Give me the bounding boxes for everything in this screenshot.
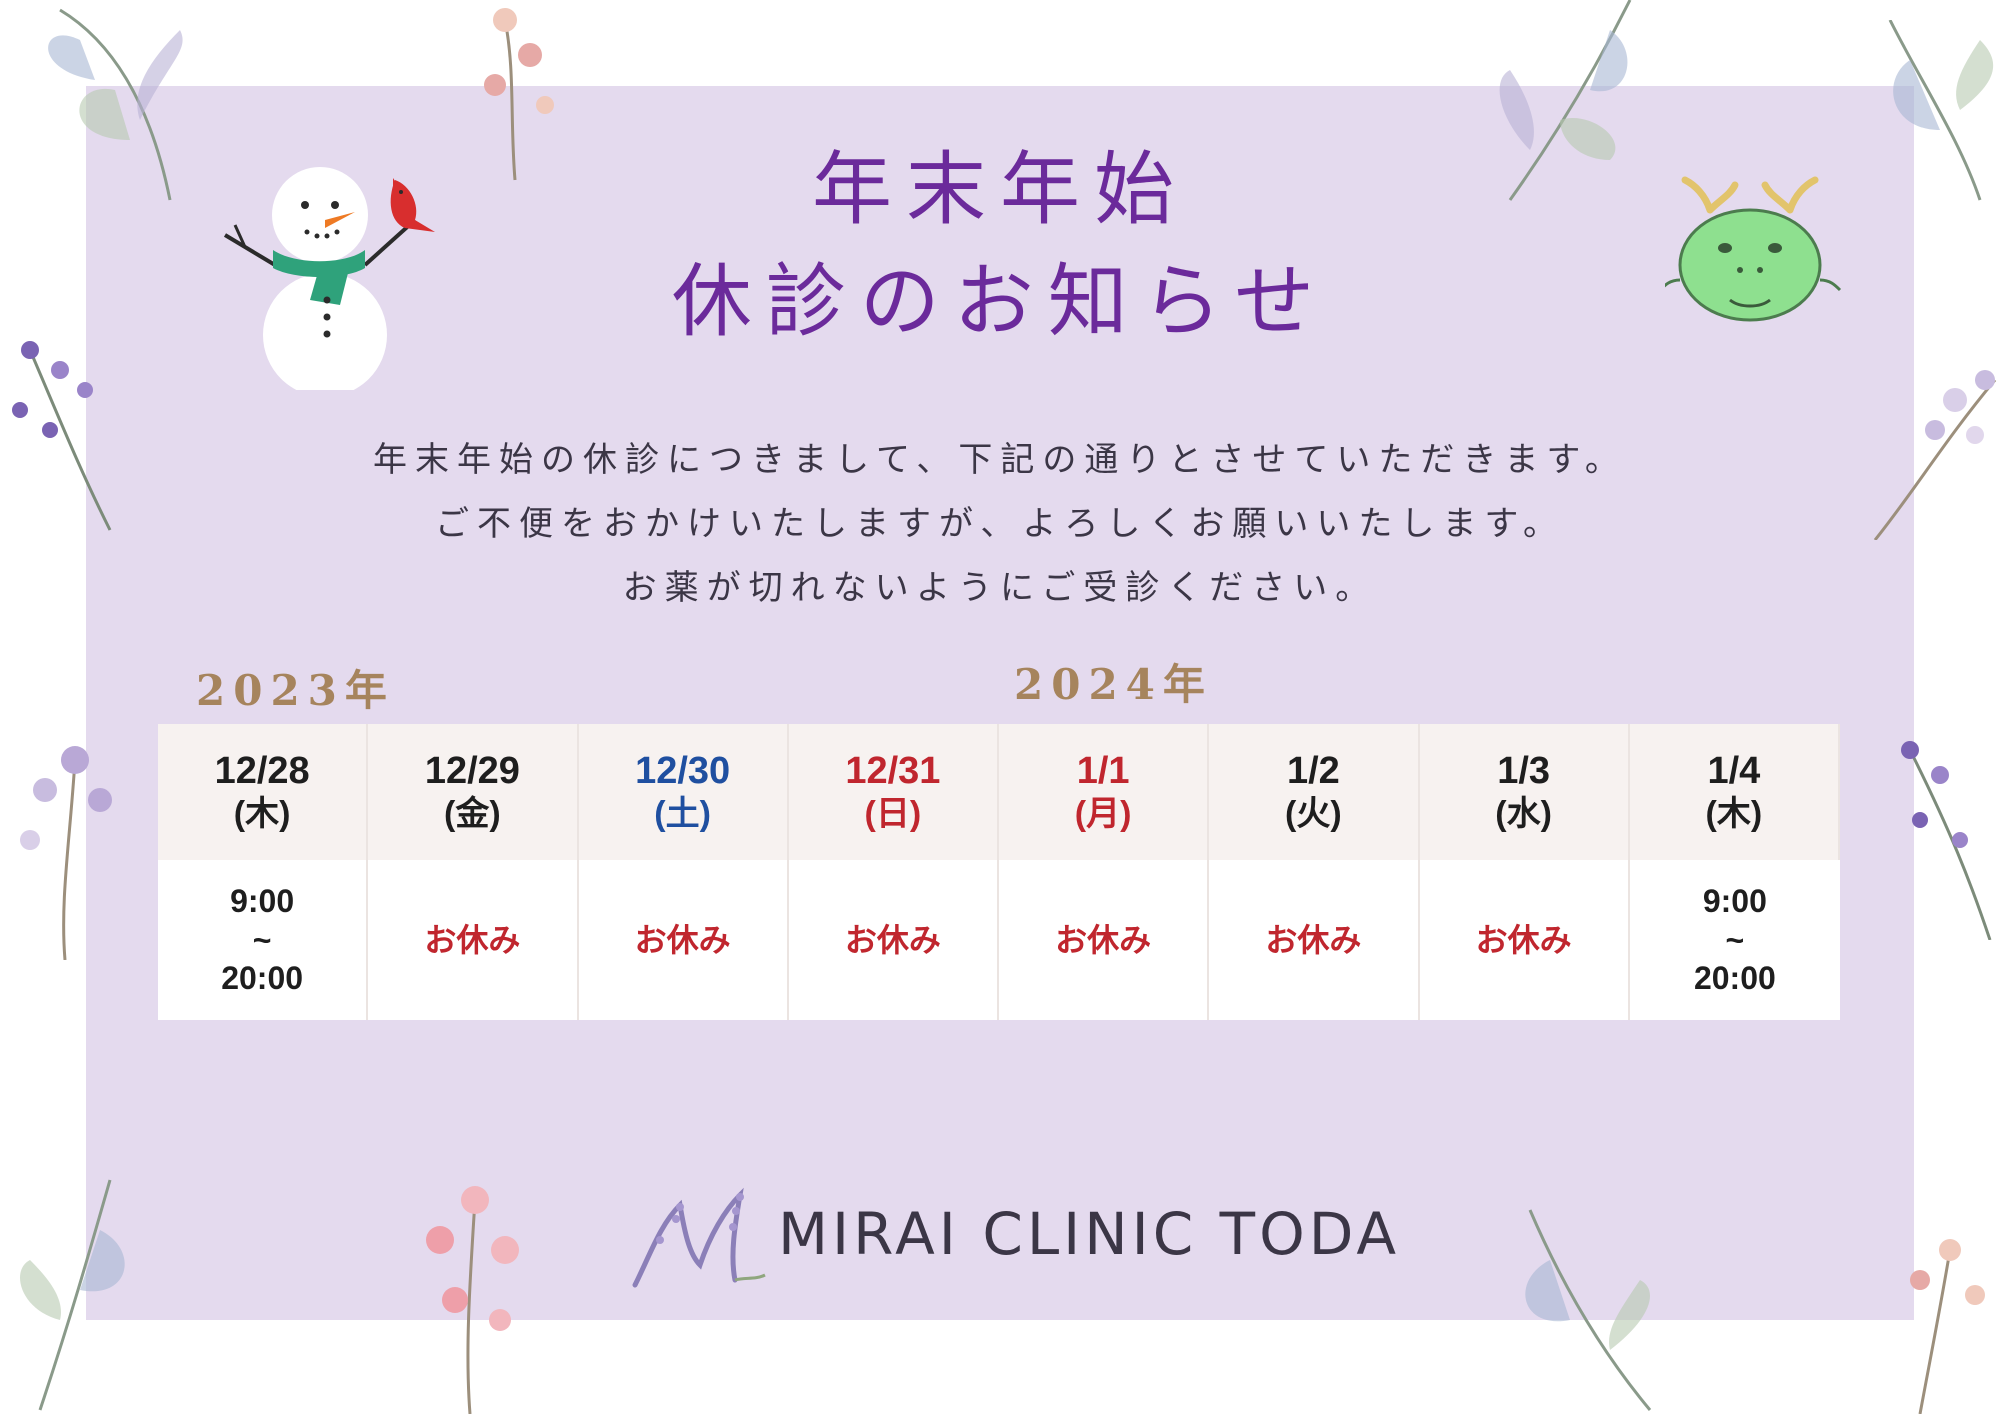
date-label: 12/30 <box>635 749 731 792</box>
closed-label: お休み <box>1265 921 1362 958</box>
closed-label: お休み <box>424 921 521 958</box>
clinic-name: MIRAI CLINIC TODA <box>778 1200 1401 1268</box>
notice-line1: 年末年始の休診につきまして、下記の通りとさせていただきます。 <box>373 440 1627 480</box>
time-separator: ~ <box>1725 921 1745 958</box>
weekday-label: (月) <box>1074 795 1132 834</box>
date-label: 1/2 <box>1286 749 1340 792</box>
flower-decoration-left-lower <box>20 746 112 960</box>
hours-cell: 9:00 ~ 20:00 <box>158 860 369 1020</box>
weekday-label: (火) <box>1285 795 1342 834</box>
lavender-m-logo-icon <box>632 1187 766 1288</box>
leaf-decoration-bottom-right <box>1525 1209 1652 1411</box>
date-header-cell: 1/4 (木) <box>1629 724 1840 860</box>
closed-cell: お休み <box>1209 860 1420 1020</box>
closed-label: お休み <box>634 921 731 958</box>
leaf-decoration-top-far-right <box>1888 20 1994 201</box>
leaf-decoration-top-left <box>48 8 183 201</box>
notice-panel <box>86 86 1914 1320</box>
date-header-cell: 12/28 (木) <box>158 724 369 860</box>
closed-cell: お休み <box>578 860 789 1020</box>
closed-label: お休み <box>844 921 941 958</box>
close-time: 20:00 <box>221 960 304 997</box>
dragon-icon <box>1665 176 1842 322</box>
date-header-cell: 12/29 (金) <box>368 724 579 860</box>
flower-decoration-top <box>484 8 554 181</box>
date-header-cell: 12/30 (土) <box>578 724 789 860</box>
hours-cell: 9:00 ~ 20:00 <box>1629 860 1840 1020</box>
closed-cell: お休み <box>788 860 999 1020</box>
page-title-line1: 年末年始 <box>812 143 1188 236</box>
closed-cell: お休み <box>1419 860 1630 1020</box>
date-header-cell: 1/1 (月) <box>999 724 1210 860</box>
leaf-decoration-top-right <box>1499 0 1632 201</box>
date-label: 1/4 <box>1707 749 1761 792</box>
closed-label: お休み <box>1475 921 1572 958</box>
notice-line2: ご不便をおかけいたしますが、よろしくお願いいたします。 <box>435 504 1565 544</box>
weekday-label: (水) <box>1495 795 1552 834</box>
open-time: 9:00 <box>1702 883 1767 920</box>
date-header-cell: 12/31 (日) <box>788 724 999 860</box>
open-time: 9:00 <box>230 883 295 920</box>
date-label: 12/31 <box>845 749 941 792</box>
weekday-label: (金) <box>444 795 501 834</box>
date-label: 12/28 <box>214 749 310 792</box>
weekday-label: (土) <box>654 795 711 834</box>
closed-cell: お休み <box>999 860 1210 1020</box>
weekday-label: (木) <box>233 795 291 834</box>
date-label: 12/29 <box>424 749 520 792</box>
flower-decoration-left-mid <box>12 341 112 531</box>
notice-line3: お薬が切れないようにご受診ください。 <box>622 568 1378 608</box>
weekday-label: (木) <box>1705 795 1763 834</box>
date-header-cell: 1/3 (水) <box>1419 724 1630 860</box>
snowman-icon <box>223 167 435 390</box>
flower-decoration-right-lower <box>1901 741 1992 940</box>
closed-label: お休み <box>1055 921 1152 958</box>
time-separator: ~ <box>252 921 272 958</box>
leaf-decoration-bottom-left <box>20 1179 125 1411</box>
flower-decoration-bottom-right <box>1910 1239 1985 1414</box>
year-label-2023: 2023年 <box>196 666 395 715</box>
flower-decoration-bottom <box>426 1186 519 1414</box>
schedule-table: 12/28 (木) 12/29 (金) 12/30 (土) 12/31 (日) … <box>158 724 1840 1020</box>
close-time: 20:00 <box>1693 960 1776 997</box>
flower-decoration-right-mid <box>1873 370 1997 540</box>
weekday-label: (日) <box>864 795 922 834</box>
date-header-cell: 1/2 (火) <box>1209 724 1420 860</box>
page-title-line2: 休診のお知らせ <box>671 255 1329 348</box>
date-label: 1/3 <box>1497 749 1551 792</box>
closed-cell: お休み <box>368 860 579 1020</box>
clinic-logo: MIRAI CLINIC TODA <box>630 1185 1396 1295</box>
date-label: 1/1 <box>1076 749 1130 792</box>
year-label-2024: 2024年 <box>1014 660 1213 709</box>
